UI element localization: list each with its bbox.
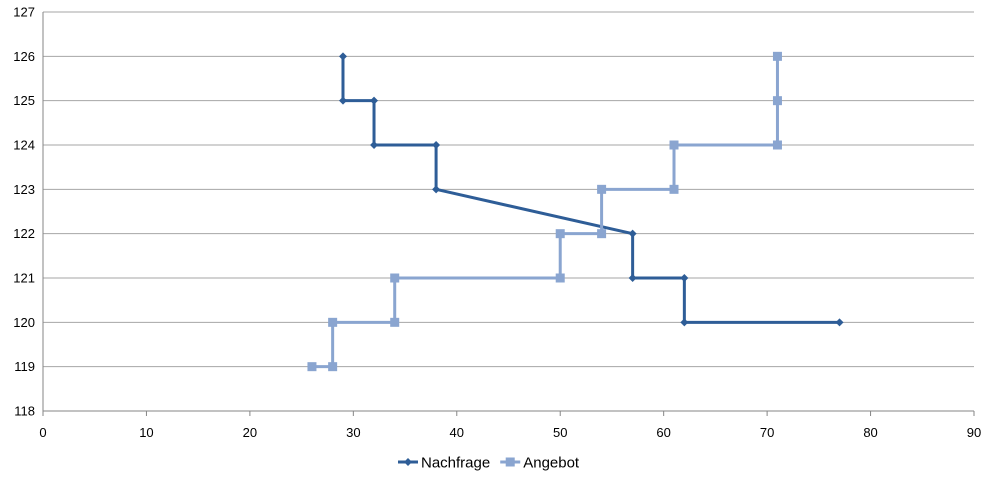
x-tick-label: 10 (139, 425, 153, 440)
data-point (328, 362, 338, 372)
data-point (390, 273, 400, 283)
data-point (432, 141, 441, 149)
data-point (628, 229, 637, 238)
legend-label: Angebot (523, 455, 580, 472)
y-tick-label: 125 (13, 93, 35, 108)
series-line-angebot (311, 56, 779, 369)
data-point (432, 185, 441, 194)
x-tick-label: 50 (553, 425, 567, 440)
x-tick-label: 30 (346, 425, 360, 440)
data-point (555, 273, 565, 283)
data-point (628, 274, 637, 282)
y-tick-label: 119 (14, 359, 35, 374)
grid-lines (43, 11, 974, 412)
legend-item-nachfrage: Nachfrage (398, 455, 490, 472)
axes: 118 119 120 121 122 123 124 125 126 127 0 10 20 30 40 5… (13, 5, 981, 441)
data-point (597, 184, 607, 194)
y-tick-label: 127 (13, 5, 35, 20)
x-tick-label: 20 (243, 425, 257, 440)
data-point (307, 362, 317, 372)
x-tick-label: 60 (656, 425, 670, 440)
series-layer (307, 51, 844, 372)
x-tick-label: 70 (760, 425, 774, 440)
y-tick-label: 122 (13, 226, 35, 241)
data-point (772, 51, 782, 61)
data-point (555, 229, 565, 239)
legend-label: Nachfrage (421, 455, 490, 472)
data-point (835, 318, 844, 327)
data-point (597, 229, 607, 239)
y-tick-label: 126 (13, 49, 35, 64)
x-tick-label: 80 (863, 425, 877, 440)
y-tick-label: 124 (13, 138, 35, 153)
data-point (680, 318, 689, 327)
x-tick-label: 0 (39, 425, 46, 440)
x-tick-label: 40 (450, 425, 464, 440)
data-point (669, 184, 679, 194)
x-tick-label: 90 (967, 425, 981, 440)
data-point (338, 52, 347, 61)
y-tick-label: 121 (13, 271, 35, 286)
legend-marker (404, 458, 412, 466)
legend-item-angebot: Angebot (500, 455, 580, 472)
legend-marker (505, 457, 515, 467)
series-angebot (307, 51, 782, 372)
series-nachfrage (338, 52, 844, 327)
data-point (680, 274, 689, 282)
y-tick-label: 123 (13, 182, 35, 197)
data-point (390, 317, 400, 327)
data-point (772, 96, 782, 106)
data-point (669, 140, 679, 150)
data-point (370, 141, 379, 149)
data-point (772, 140, 782, 150)
y-tick-label: 120 (13, 315, 35, 330)
y-tick-label: 118 (14, 404, 35, 419)
legend: Nachfrage Angebot (398, 455, 580, 472)
data-point (338, 96, 347, 105)
data-point (370, 96, 379, 105)
data-point (328, 317, 338, 327)
